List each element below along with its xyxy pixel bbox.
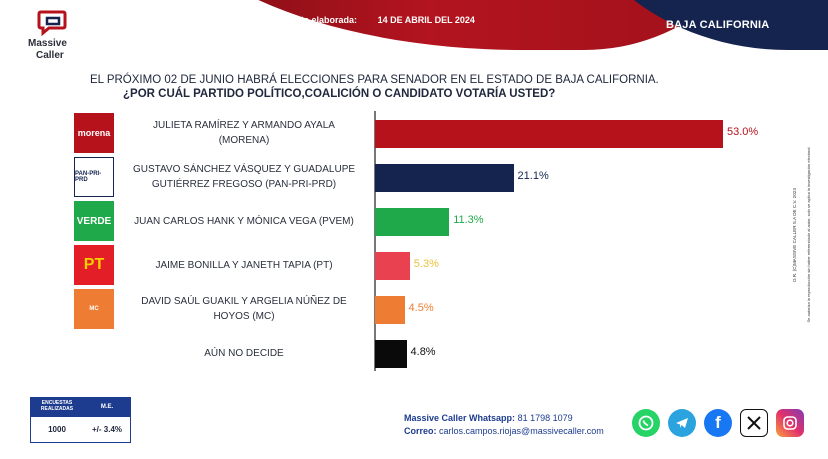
survey-date: 14 DE ABRIL DEL 2024 — [377, 15, 475, 25]
header-band — [0, 0, 828, 50]
stats-surveys-header: ENCUESTAS REALIZADAS — [40, 400, 74, 412]
stats-me-header: M.E. — [100, 404, 114, 410]
brand-name-line1: Massive — [28, 38, 67, 49]
bar — [375, 120, 723, 148]
party-logo: PT — [74, 245, 114, 285]
whatsapp-icon[interactable] — [632, 409, 660, 437]
bar — [375, 340, 407, 368]
contact-info: Massive Caller Whatsapp: 81 1798 1079 Co… — [404, 412, 604, 438]
brand-name-line2: Caller — [36, 50, 64, 61]
brand-logo: Massive Caller — [22, 8, 92, 64]
copyright-line1: D.R. (C)MASSIVE CALLER S.A DE C.V. 2024 — [792, 188, 797, 282]
chart-row: morena JULIETA RAMÍREZ Y ARMANDO AYALA (MO… — [64, 111, 800, 155]
data-label: 53.0% — [727, 126, 759, 138]
copyright-note: D.R. (C)MASSIVE CALLER S.A DE C.V. 2024 … — [792, 147, 811, 322]
email-label: Correo: — [404, 426, 437, 436]
stats-me-value: +/- 3.4% — [91, 425, 122, 434]
instagram-icon[interactable] — [776, 409, 804, 437]
chart-axis-line — [374, 111, 376, 371]
category-label: JUAN CARLOS HANK Y MÓNICA VEGA (PVEM) — [134, 215, 354, 227]
bar-chart: morena JULIETA RAMÍREZ Y ARMANDO AYALA (MO… — [64, 111, 800, 373]
survey-date-line: Última encuesta elaborada: 14 DE ABRIL D… — [240, 15, 475, 25]
chart-row: PAN-PRI-PRD GUSTAVO SÁNCHEZ VÁSQUEZ Y GUA… — [64, 155, 800, 199]
survey-label: Última encuesta elaborada: — [240, 15, 358, 25]
whatsapp-value: 81 1798 1079 — [517, 413, 573, 423]
category-label: JULIETA RAMÍREZ Y ARMANDO AYALA (MORENA) — [153, 120, 335, 146]
data-label: 4.8% — [410, 346, 436, 358]
category-label: GUSTAVO SÁNCHEZ VÁSQUEZ Y GUADALUPE GUTIÉ… — [132, 164, 356, 190]
chart-row: PT JAIME BONILLA Y JANETH TAPIA (PT) 5.3% — [64, 243, 800, 287]
data-label: 11.3% — [453, 214, 484, 226]
facebook-icon[interactable]: f — [704, 409, 732, 437]
question-line1: EL PRÓXIMO 02 DE JUNIO HABRÁ ELECCIONES … — [90, 74, 659, 86]
data-label: 5.3% — [413, 258, 439, 270]
chart-row: AÚN NO DECIDE 4.8% — [64, 331, 800, 375]
stats-header — [31, 398, 130, 417]
bar — [375, 252, 410, 280]
email-value: carlos.campos.riojas@massivecaller.com — [439, 426, 604, 436]
region-label: BAJA CALIFORNIA — [666, 19, 770, 31]
data-label: 4.5% — [408, 302, 434, 314]
category-label: JAIME BONILLA Y JANETH TAPIA (PT) — [155, 259, 333, 271]
question-line2: ¿POR CUÁL PARTIDO POLÍTICO,COALICIÓN O C… — [123, 88, 556, 100]
brand-mark-icon — [37, 10, 67, 36]
telegram-icon[interactable] — [668, 409, 696, 437]
chart-row: VERDE JUAN CARLOS HANK Y MÓNICA VEGA (PVE… — [64, 199, 800, 243]
x-icon[interactable] — [740, 409, 768, 437]
party-logo: MC — [74, 289, 114, 329]
bar — [375, 296, 405, 324]
party-logo: PAN-PRI-PRD — [74, 157, 114, 197]
party-logo: morena — [74, 113, 114, 153]
bar — [375, 208, 450, 236]
data-label: 21.1% — [517, 170, 549, 182]
survey-stats-box: ENCUESTAS REALIZADAS M.E. 1000 +/- 3.4% — [30, 397, 131, 443]
whatsapp-label: Massive Caller Whatsapp: — [404, 413, 516, 423]
social-links: f — [632, 409, 804, 437]
category-label: AÚN NO DECIDE — [204, 347, 284, 359]
bar — [375, 164, 514, 192]
category-label: DAVID SAÚL GUAKIL Y ARGELIA NÚÑEZ DE HOYO… — [141, 296, 347, 322]
copyright-line2: Se autoriza la reproducción sin haber re… — [806, 147, 811, 322]
party-logo: VERDE — [74, 201, 114, 241]
stats-surveys-value: 1000 — [48, 425, 66, 434]
chart-row: MC DAVID SAÚL GUAKIL Y ARGELIA NÚÑEZ DE HO… — [64, 287, 800, 331]
